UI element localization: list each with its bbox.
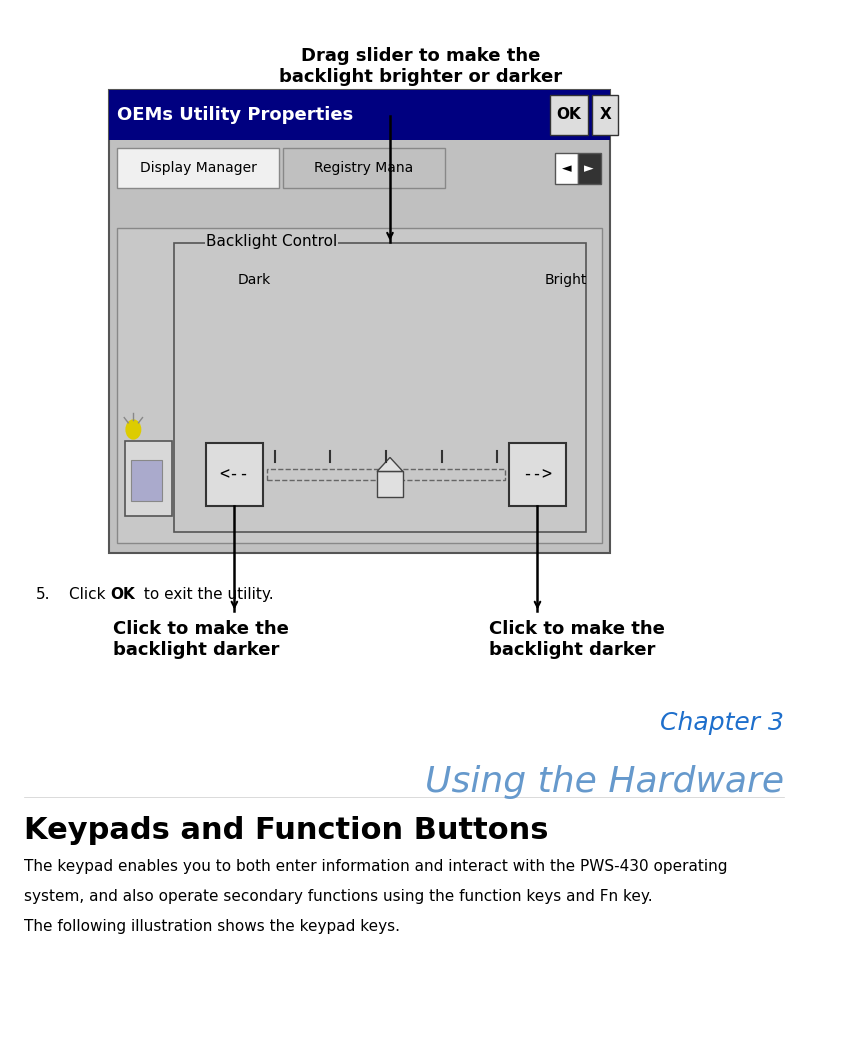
Text: ◄: ◄ bbox=[562, 162, 571, 175]
Text: The keypad enables you to both enter information and interact with the PWS-430 o: The keypad enables you to both enter inf… bbox=[24, 859, 728, 874]
Text: Registry Mana: Registry Mana bbox=[314, 160, 413, 175]
Text: system, and also operate secondary functions using the function keys and Fn key.: system, and also operate secondary funct… bbox=[24, 889, 653, 903]
Bar bbox=[578, 153, 601, 184]
Text: Keypads and Function Buttons: Keypads and Function Buttons bbox=[24, 816, 549, 845]
Polygon shape bbox=[377, 457, 403, 471]
Bar bbox=[593, 95, 618, 135]
Bar bbox=[509, 443, 566, 506]
Bar bbox=[267, 469, 505, 480]
Bar bbox=[117, 148, 279, 188]
Bar bbox=[117, 228, 602, 543]
Bar bbox=[109, 90, 610, 140]
Text: Display Manager: Display Manager bbox=[140, 160, 256, 175]
Text: Click to make the
backlight darker: Click to make the backlight darker bbox=[113, 620, 289, 659]
Bar bbox=[555, 153, 578, 184]
Bar bbox=[109, 90, 610, 553]
Bar bbox=[125, 441, 172, 516]
Text: Drag slider to make the
backlight brighter or darker: Drag slider to make the backlight bright… bbox=[279, 47, 562, 86]
Text: OEMs Utility Properties: OEMs Utility Properties bbox=[117, 105, 354, 124]
Bar bbox=[173, 243, 586, 532]
Text: ►: ► bbox=[584, 162, 594, 175]
Text: to exit the utility.: to exit the utility. bbox=[139, 587, 274, 602]
Text: Click: Click bbox=[69, 587, 110, 602]
Text: Backlight Control: Backlight Control bbox=[206, 234, 337, 249]
Text: <--: <-- bbox=[219, 465, 249, 484]
Bar bbox=[283, 148, 444, 188]
Text: X: X bbox=[600, 108, 611, 122]
Text: The following illustration shows the keypad keys.: The following illustration shows the key… bbox=[24, 919, 400, 934]
Circle shape bbox=[126, 419, 141, 438]
Text: -->: --> bbox=[522, 465, 552, 484]
Text: Bright: Bright bbox=[545, 273, 587, 287]
Bar bbox=[377, 471, 403, 497]
Bar bbox=[206, 443, 262, 506]
Text: Dark: Dark bbox=[238, 273, 271, 287]
Text: OK: OK bbox=[110, 587, 135, 602]
Bar bbox=[131, 460, 161, 501]
Text: Using the Hardware: Using the Hardware bbox=[425, 765, 784, 799]
Bar bbox=[550, 95, 589, 135]
Text: Click to make the
backlight darker: Click to make the backlight darker bbox=[489, 620, 665, 659]
Text: OK: OK bbox=[557, 108, 582, 122]
Text: Chapter 3: Chapter 3 bbox=[660, 711, 784, 736]
Text: 5.: 5. bbox=[36, 587, 51, 602]
